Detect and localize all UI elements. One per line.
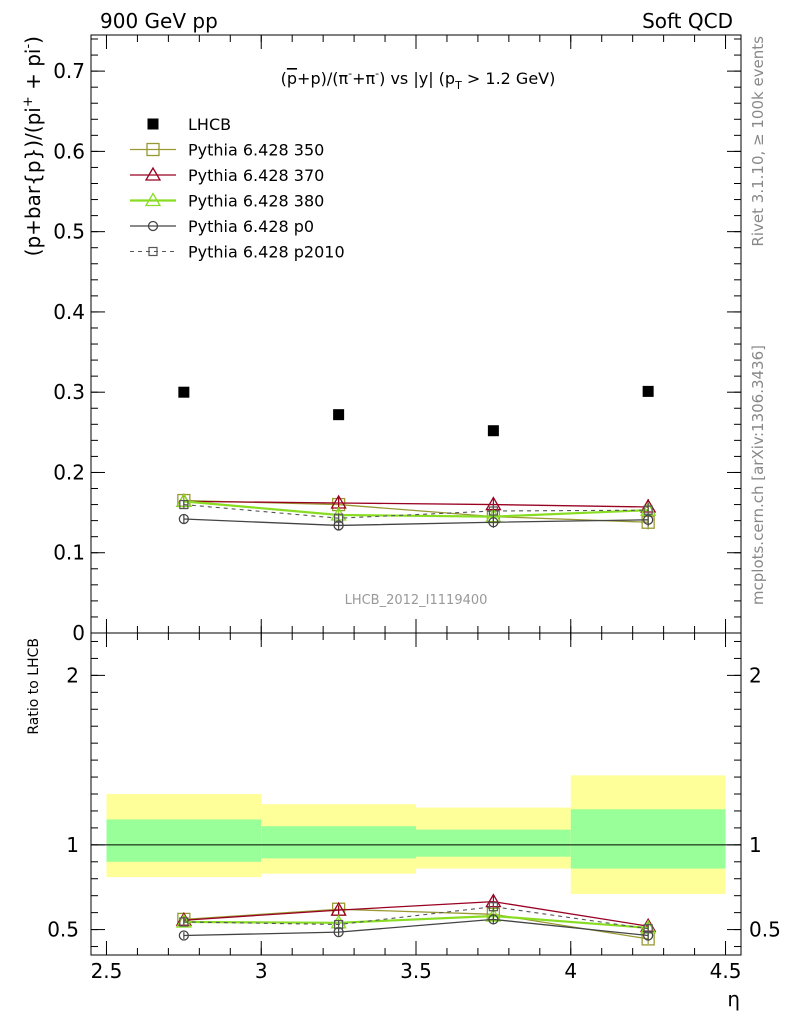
ratio-band-inner [106,819,262,862]
series-line-p370 [183,500,649,508]
legend: LHCB Pythia 6.428 350 Pythia 6.428 370 Pyth… [130,115,345,262]
ratio-point-p2010 [488,902,498,912]
ratio-point-p2010 [643,924,653,934]
point-p0 [178,513,190,525]
point-p2010 [179,499,189,510]
series-line-p0 [183,518,649,527]
legend-marker-p350 [146,142,160,157]
point-lhcb [178,386,190,398]
x-tick-label: 4 [564,959,577,983]
ratio-line-p380 [183,914,649,929]
title-pbar: p [287,69,297,88]
point-p2010 [488,506,498,516]
x-axis-label: η [727,987,740,1011]
legend-label-p370: Pythia 6.428 370 [188,166,324,185]
chart-title: (p+p)/(π-+π-) vs |y| (pT > 1.2 GeV) [281,67,556,92]
legend-label-p380: Pythia 6.428 380 [188,192,324,211]
main-series [175,385,657,531]
point-p2010 [643,505,653,515]
ylabel-part-a: (p+bar{p})/(pi [21,107,45,256]
title-part-a: ( [281,69,287,88]
title-sup1: - [348,67,352,80]
title-part-d: ) vs |y| (p [379,69,455,88]
axis-ticks: 2.5 3 3.5 4 4.5 0 0.1 0.2 0.3 0.4 0.5 0.6 0.7 0.5 0.5 1… [47,35,781,983]
main-y-tick-label: 0.4 [53,300,85,324]
main-y-tick-label: 0.2 [53,460,85,484]
main-y-tick-label: 0.7 [53,59,85,83]
x-tick-label: 3 [255,959,268,983]
ratio-y-tick-label-right: 0.5 [749,918,781,942]
ylabel-part-b: + pi [21,49,45,97]
main-y-tick-label: 0 [72,621,85,645]
legend-marker-lhcb [147,118,159,130]
ratio-line-p370 [183,900,649,927]
ratio-band-inner [261,826,416,859]
title-part-c: +π [352,69,375,88]
legend-label-lhcb: LHCB [188,115,231,134]
main-y-tick-label: 0.5 [53,220,85,244]
ratio-point-p0 [178,930,190,941]
main-y-axis-label: (p+bar{p})/(pi+ + pi-) [21,36,45,256]
ratio-band-inner [570,809,726,869]
ratio-series [175,893,657,946]
legend-marker-p370 [144,166,162,181]
title-sub: T [454,79,462,92]
rivet-label: Rivet 3.1.10, ≥ 100k events [749,36,767,247]
ratio-point-p0 [488,914,499,925]
title-sup2: - [375,67,379,80]
ratio-y-tick-label: 2 [66,663,79,687]
ylabel-sup2: - [21,44,36,49]
x-tick-label: 4.5 [710,959,742,983]
point-p0 [488,517,499,528]
main-y-tick-label: 0.6 [53,139,85,163]
ratio-point-p2010 [179,917,189,927]
category-label: Soft QCD [642,9,733,33]
series-line-p380 [183,500,649,518]
ratio-line-p0 [183,918,649,937]
ratio-bands [91,775,741,894]
legend-label-p2010: Pythia 6.428 p2010 [188,243,345,262]
ratio-band-inner [416,829,571,857]
ylabel-sup1: + [21,96,36,107]
x-tick-label: 3.5 [400,959,432,983]
ratio-y-tick-label-right: 1 [749,833,762,857]
main-y-tick-label: 0.3 [53,380,85,404]
ratio-y-axis-label: Ratio to LHCB [26,638,42,735]
series-line-p2010 [183,504,649,519]
ylabel-part-c: ) [21,36,45,44]
collision-label: 900 GeV pp [100,9,218,33]
point-lhcb [642,385,654,397]
analysis-watermark: LHCB_2012_I1119400 [345,593,488,608]
legend-marker-p380 [144,192,162,207]
point-lhcb [487,425,499,437]
legend-marker-p0 [147,220,159,232]
ratio-y-tick-label: 0.5 [47,918,79,942]
title-part-b: +p)/(π [297,69,348,88]
legend-label-p350: Pythia 6.428 350 [188,141,324,160]
legend-marker-p2010 [148,246,158,257]
main-y-tick-label: 0.1 [53,541,85,565]
point-p2010 [334,513,344,523]
ratio-y-tick-label-right: 2 [749,663,762,687]
ratio-point-p2010 [334,919,344,930]
ratio-line-p2010 [183,906,649,930]
ratio-y-tick-label: 1 [66,833,79,857]
title-part-e: > 1.2 GeV) [462,69,556,88]
mcplots-label: mcplots.cern.ch [arXiv:1306.3436] [749,345,767,605]
point-lhcb [333,409,345,421]
ratio-line-p350 [183,908,649,940]
x-tick-label: 2.5 [91,959,123,983]
legend-label-p0: Pythia 6.428 p0 [188,217,314,236]
